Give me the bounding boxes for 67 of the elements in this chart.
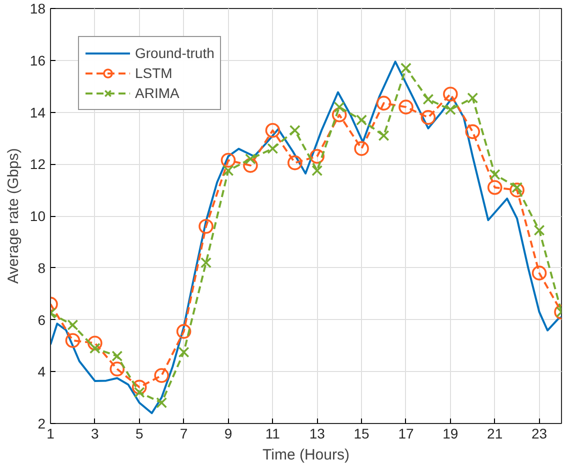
point <box>334 102 345 113</box>
point <box>444 104 456 116</box>
point <box>244 153 256 164</box>
y-tick-label: 18 <box>30 0 46 16</box>
point <box>420 110 436 125</box>
point <box>178 346 190 358</box>
legend-label: ARIMA <box>135 85 180 101</box>
point <box>487 180 502 195</box>
point <box>398 100 414 114</box>
point <box>154 368 169 383</box>
x-tick-label: 1 <box>46 426 55 442</box>
point <box>267 143 278 154</box>
x-tick-label: 23 <box>531 426 548 442</box>
point <box>220 152 236 168</box>
point <box>465 124 480 140</box>
x-tick-label: 13 <box>309 426 326 442</box>
point <box>243 158 258 173</box>
x-tick-label: 17 <box>398 426 414 442</box>
y-tick-label: 14 <box>30 104 46 120</box>
point <box>110 362 125 376</box>
point <box>356 114 368 126</box>
point <box>510 182 524 198</box>
point <box>400 62 412 74</box>
x-tick-label: 5 <box>135 426 144 442</box>
point <box>156 397 168 408</box>
legend-label: LSTM <box>135 65 172 81</box>
point <box>198 218 214 234</box>
y-tick-label: 6 <box>38 312 46 328</box>
point <box>176 324 192 339</box>
point <box>222 165 234 176</box>
y-tick-label: 10 <box>30 208 46 224</box>
point <box>310 148 325 164</box>
point <box>354 141 369 156</box>
y-tick-label: 16 <box>30 52 46 68</box>
point <box>489 169 500 180</box>
point <box>332 107 347 122</box>
point <box>534 224 545 236</box>
point <box>88 336 102 350</box>
x-tick-label: 11 <box>265 426 280 442</box>
x-tick-label: 15 <box>354 426 370 442</box>
point <box>200 257 212 268</box>
point <box>132 380 147 395</box>
x-tick-label: 9 <box>224 426 232 442</box>
point <box>312 165 323 176</box>
point <box>287 155 302 170</box>
point <box>532 266 547 280</box>
y-axis-title: Average rate (Gbps) <box>4 148 22 284</box>
legend-label: Ground-truth <box>135 45 214 61</box>
point <box>112 350 123 362</box>
point <box>265 123 280 138</box>
x-tick-label: 21 <box>487 426 503 442</box>
point <box>376 96 392 111</box>
point <box>467 92 478 104</box>
point <box>67 319 78 330</box>
point <box>65 333 80 348</box>
y-tick-label: 8 <box>38 260 46 276</box>
y-tick-label: 2 <box>38 416 46 432</box>
point <box>443 86 458 102</box>
x-tick-label: 7 <box>180 426 188 442</box>
y-tick-label: 12 <box>30 156 46 172</box>
point <box>422 94 434 105</box>
y-tick-label: 4 <box>38 364 46 380</box>
x-axis-title: Time (Hours) <box>262 446 350 464</box>
x-tick-label: 19 <box>442 426 458 442</box>
point <box>289 124 300 136</box>
point <box>378 130 390 142</box>
x-tick-label: 3 <box>91 426 100 442</box>
